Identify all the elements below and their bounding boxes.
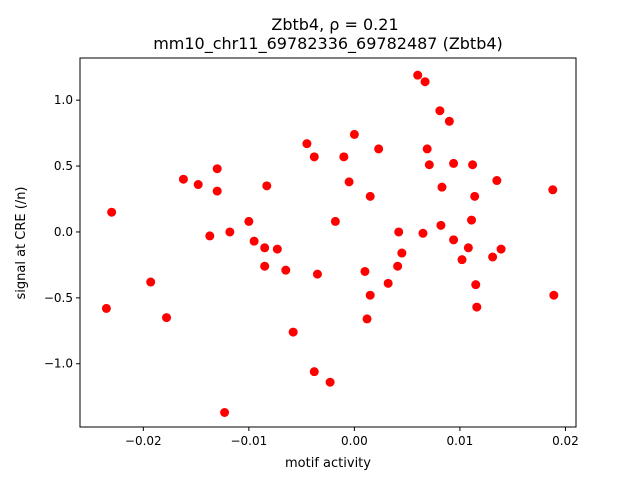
scatter-point-40 [422, 144, 432, 154]
scatter-point-38 [418, 228, 428, 238]
x-axis-label: motif activity [285, 456, 371, 471]
scatter-point-11 [244, 216, 254, 226]
scatter-point-57 [496, 244, 506, 254]
x-tick-label: 0.00 [341, 434, 368, 448]
scatter-point-19 [302, 139, 312, 149]
plot-area-frame [79, 57, 577, 428]
data-points [101, 70, 559, 418]
scatter-point-8 [212, 186, 222, 196]
chart-title: Zbtb4, ρ = 0.21 [271, 15, 398, 34]
y-tick-label: 0.5 [54, 159, 73, 173]
scatter-point-20 [309, 152, 319, 162]
scatter-point-9 [220, 408, 230, 418]
scatter-point-18 [288, 327, 298, 337]
scatter-point-46 [449, 158, 459, 168]
scatter-point-7 [212, 164, 222, 174]
scatter-point-49 [463, 243, 473, 253]
x-tick-label: 0.02 [552, 434, 579, 448]
y-tick-label: −0.5 [44, 291, 73, 305]
y-tick-label: 1.0 [54, 93, 73, 107]
scatter-point-32 [374, 144, 384, 154]
scatter-point-55 [488, 252, 498, 262]
scatter-point-44 [437, 182, 447, 192]
scatter-point-21 [309, 367, 319, 377]
scatter-point-24 [330, 216, 340, 226]
scatter-point-29 [362, 314, 372, 324]
chart-subtitle: mm10_chr11_69782336_69782487 (Zbtb4) [153, 34, 503, 54]
scatter-point-0 [101, 303, 111, 313]
y-axis-label: signal at CRE (/n) [14, 186, 29, 299]
scatter-point-33 [383, 278, 393, 288]
y-tick-label: 0.0 [54, 225, 73, 239]
y-tick-label: −1.0 [44, 357, 73, 371]
scatter-point-15 [262, 181, 272, 191]
scatter-point-12 [249, 236, 259, 246]
scatter-point-43 [436, 220, 446, 230]
scatter-point-17 [281, 265, 291, 275]
scatter-point-47 [449, 235, 459, 245]
scatter-point-14 [260, 261, 270, 271]
scatter-point-59 [549, 290, 559, 300]
scatter-point-25 [339, 152, 349, 162]
scatter-point-30 [365, 191, 375, 201]
scatter-point-2 [146, 277, 156, 287]
scatter-point-3 [162, 313, 172, 323]
x-tick-label: 0.01 [447, 434, 474, 448]
scatter-point-48 [457, 255, 467, 265]
x-tick-label: −0.01 [230, 434, 267, 448]
scatter-point-39 [420, 77, 430, 87]
scatter-point-23 [325, 377, 335, 387]
scatter-point-26 [344, 177, 354, 187]
scatter-point-22 [312, 269, 322, 279]
scatter-point-56 [492, 176, 502, 186]
scatter-point-50 [467, 215, 477, 225]
scatter-point-45 [444, 116, 454, 126]
scatter-point-13 [260, 243, 270, 253]
scatter-point-41 [424, 160, 434, 170]
scatter-point-53 [471, 280, 481, 290]
x-tick-label: −0.02 [125, 434, 162, 448]
scatter-point-58 [548, 185, 558, 195]
scatter-point-37 [413, 70, 423, 80]
scatter-point-4 [178, 174, 188, 184]
scatter-point-54 [472, 302, 482, 312]
scatter-point-35 [394, 227, 404, 237]
scatter-point-5 [193, 180, 203, 190]
scatter-point-31 [365, 290, 375, 300]
scatter-point-36 [397, 248, 407, 258]
scatter-point-42 [435, 106, 445, 116]
scatter-point-34 [393, 261, 403, 271]
scatter-point-28 [360, 266, 370, 276]
scatter-point-16 [272, 244, 282, 254]
axis-ticks: −0.02 −0.01 0.00 0.01 0.02 −1.0 −0.5 0.0 0.5 1.0 [44, 93, 579, 448]
scatter-point-51 [468, 160, 478, 170]
scatter-point-27 [349, 129, 359, 139]
scatter-point-1 [107, 207, 117, 217]
scatter-point-10 [225, 227, 235, 237]
scatter-point-52 [470, 191, 480, 201]
scatter-point-6 [205, 231, 215, 241]
